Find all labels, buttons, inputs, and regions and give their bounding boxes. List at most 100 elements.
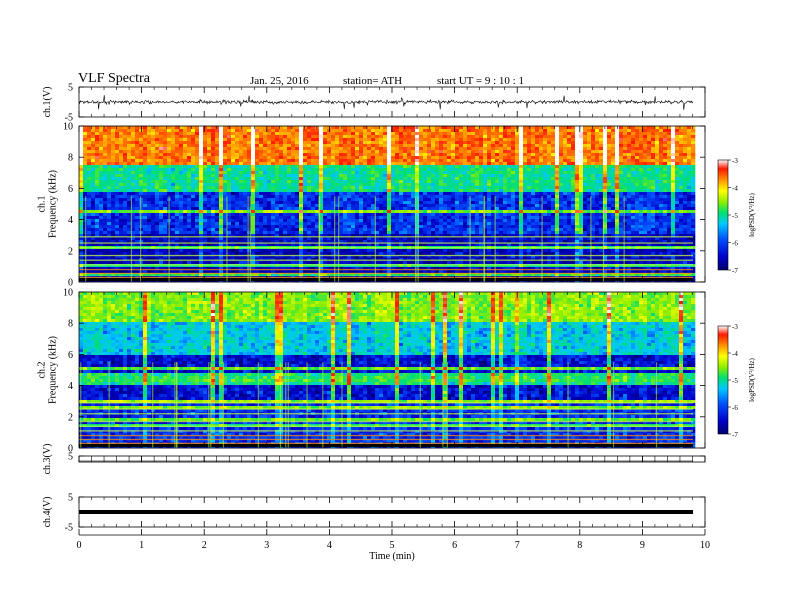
spectrogram-cell [543, 156, 548, 160]
spectrogram-cell [543, 150, 548, 154]
spectrogram-cell [155, 168, 160, 172]
spectrogram-cell [583, 159, 588, 163]
spectrogram-cell [375, 195, 380, 199]
spectrogram-cell [379, 204, 384, 208]
spectrogram-cell [471, 186, 476, 190]
spectrogram-cell [235, 150, 240, 154]
spectrogram-cell [455, 204, 460, 208]
spectrogram-cell [291, 138, 296, 142]
spectrogram-cell [559, 189, 564, 193]
spectrogram-cell [243, 195, 248, 199]
spectrogram-cell [499, 192, 504, 196]
spectrogram-cell [615, 183, 620, 187]
spectrogram-cell [579, 180, 584, 184]
spectrogram-cell [607, 168, 612, 172]
spectrogram-cell [211, 183, 216, 187]
spectrogram-cell [479, 189, 484, 193]
spectrogram-cell [623, 144, 628, 148]
spectrogram-cell [223, 183, 228, 187]
spectrogram-cell [351, 147, 356, 151]
spectrogram-cell [123, 204, 128, 208]
spectrogram-cell [607, 210, 612, 214]
spectrogram-cell [283, 207, 288, 211]
spectrogram-cell [287, 183, 292, 187]
spectrogram-cell [403, 132, 408, 136]
spectrogram-cell [223, 180, 228, 184]
spectrogram-cell [643, 165, 648, 169]
spectrogram-cell [231, 159, 236, 163]
spectrogram-cell [523, 192, 528, 196]
spectrogram-cell [639, 201, 644, 205]
spectrogram-cell [663, 216, 668, 220]
spectrogram-cell [335, 144, 340, 148]
spectrogram-cell [275, 180, 280, 184]
spectrogram-cell [223, 153, 228, 157]
spectrogram-cell [607, 174, 612, 178]
spectrogram-cell [427, 141, 432, 145]
spectrogram-cell [339, 177, 344, 181]
spectrogram-cell [415, 162, 420, 166]
spectrogram-cell [307, 183, 312, 187]
spectrogram-cell [251, 183, 256, 187]
spectrogram-cell [155, 183, 160, 187]
spectrogram-cell [639, 216, 644, 220]
spectrogram-cell [203, 153, 208, 157]
spectrogram-cell [475, 168, 480, 172]
spectrogram-cell [255, 192, 260, 196]
spectrogram-cell [535, 129, 540, 133]
spectrogram-cell [331, 207, 336, 211]
spectrogram-cell [675, 198, 680, 202]
spectrogram-cell [211, 210, 216, 214]
spectrogram-cell [667, 213, 672, 217]
spectrogram-cell [515, 216, 520, 220]
spectrogram-cell [179, 189, 184, 193]
spectrogram-cell [479, 150, 484, 154]
spectrogram-cell [591, 168, 596, 172]
spectrogram-cell [91, 144, 96, 148]
spectrogram-cell [523, 162, 528, 166]
spectrogram-cell [135, 138, 140, 142]
spectrogram-cell [255, 132, 260, 136]
spectrogram-cell [99, 189, 104, 193]
spectrogram-cell [303, 201, 308, 205]
spectrogram-cell [259, 195, 264, 199]
spectrogram-cell [331, 201, 336, 205]
spectrogram-cell [267, 216, 272, 220]
spectrogram-cell [127, 177, 132, 181]
spectrogram-cell [291, 216, 296, 220]
spectrogram-cell [91, 222, 96, 226]
spectrogram-cell [587, 126, 592, 130]
spectrogram-cell [559, 144, 564, 148]
spectrogram-cell [587, 180, 592, 184]
spectrogram-cell [639, 198, 644, 202]
spectrogram-cell [243, 204, 248, 208]
spectrogram-cell [155, 165, 160, 169]
spectrogram-cell [631, 186, 636, 190]
spectrogram-cell [503, 162, 508, 166]
spectrogram-cell [423, 216, 428, 220]
spectrogram-cell [167, 168, 172, 172]
spectrogram-cell [343, 201, 348, 205]
spectrogram-cell [291, 129, 296, 133]
spectrogram-cell [279, 138, 284, 142]
spectrogram-cell [655, 201, 660, 205]
spectrogram-cell [127, 216, 132, 220]
spectrogram-cell [323, 162, 328, 166]
spectrogram-cell [635, 168, 640, 172]
spectrogram-cell [211, 147, 216, 151]
spectrogram-cell [527, 192, 532, 196]
spectrogram-cell [127, 219, 132, 223]
spectrogram-cell [519, 186, 524, 190]
spectrogram-cell [531, 156, 536, 160]
spectrogram-cell [407, 189, 412, 193]
spectrogram-cell [179, 216, 184, 220]
spectrogram-cell [147, 213, 152, 217]
spectrogram-cell [435, 126, 440, 130]
spectrogram-cell [607, 144, 612, 148]
spectrogram-cell [419, 129, 424, 133]
spectrogram-cell [295, 141, 300, 145]
spectrogram-cell [415, 183, 420, 187]
spectrogram-cell [587, 147, 592, 151]
spectrogram-cell [591, 213, 596, 217]
spectrogram-cell [635, 210, 640, 214]
